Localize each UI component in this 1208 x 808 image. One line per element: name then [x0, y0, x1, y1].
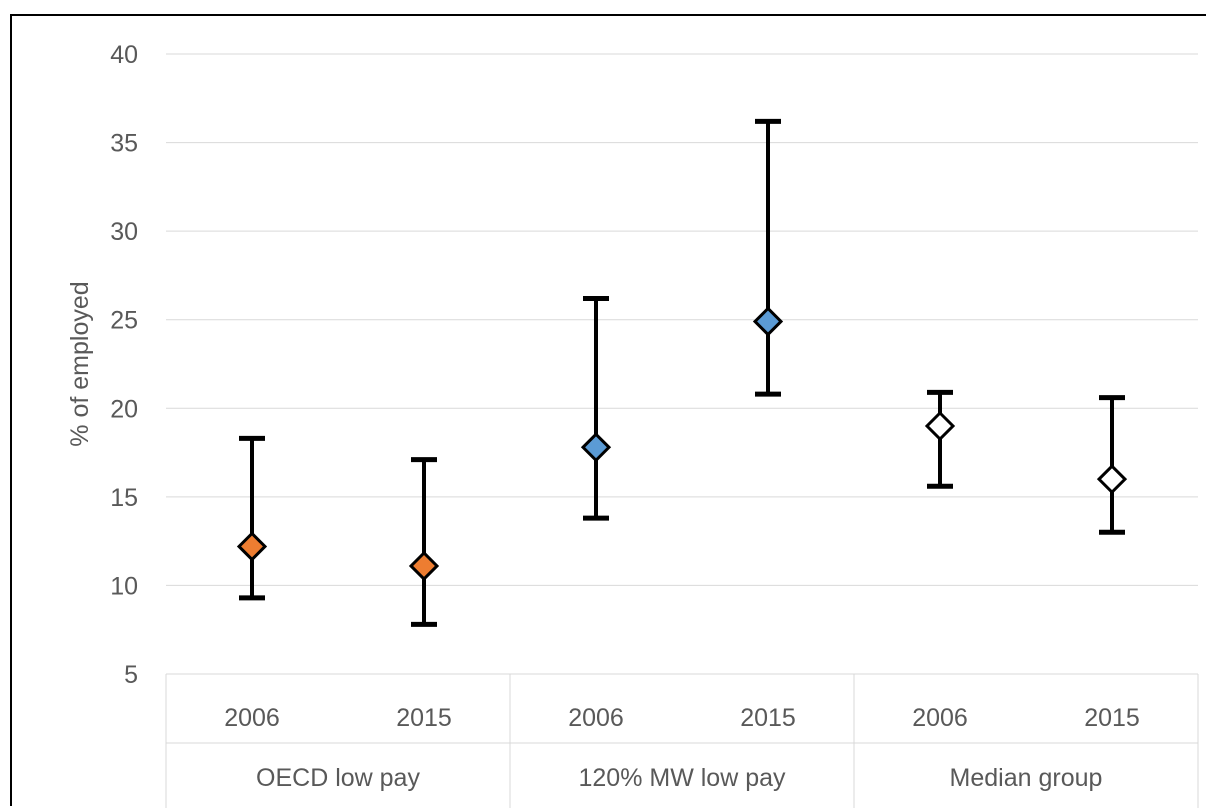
data-point-marker [1096, 464, 1128, 495]
x-group-label: Median group [950, 764, 1103, 792]
x-category-label: 2006 [568, 704, 624, 732]
x-category-label: 2015 [740, 704, 796, 732]
y-tick-label: 40 [110, 41, 138, 69]
data-series [236, 118, 1128, 627]
x-category-label: 2006 [224, 704, 280, 732]
data-point-marker [236, 531, 268, 562]
x-category-label: 2015 [1084, 704, 1140, 732]
chart-frame [10, 14, 1206, 806]
x-category-label: 2015 [396, 704, 452, 732]
y-tick-label: 10 [110, 572, 138, 600]
x-group-label: OECD low pay [256, 764, 420, 792]
y-tick-label: 15 [110, 484, 138, 512]
y-tick-label: 35 [110, 130, 138, 158]
data-point-marker [580, 432, 612, 463]
x-category-labels: 2006 2015 OECD low pay 2006 2015 120% MW low … [224, 704, 1140, 792]
data-point-marker [924, 410, 956, 442]
y-tick-labels: 5 10 15 20 25 30 35 40 [110, 41, 138, 689]
x-category-label: 2006 [912, 704, 968, 732]
data-point-marker [408, 550, 440, 582]
axes [165, 673, 1199, 808]
y-tick-label: 20 [110, 395, 138, 423]
y-axis-label: % of employed [66, 281, 94, 446]
x-group-label: 120% MW low pay [578, 764, 786, 792]
y-tick-label: 5 [124, 661, 138, 689]
y-tick-label: 30 [110, 218, 138, 246]
gridlines [166, 53, 1198, 586]
y-tick-label: 25 [110, 307, 138, 335]
data-point-marker [752, 306, 784, 337]
